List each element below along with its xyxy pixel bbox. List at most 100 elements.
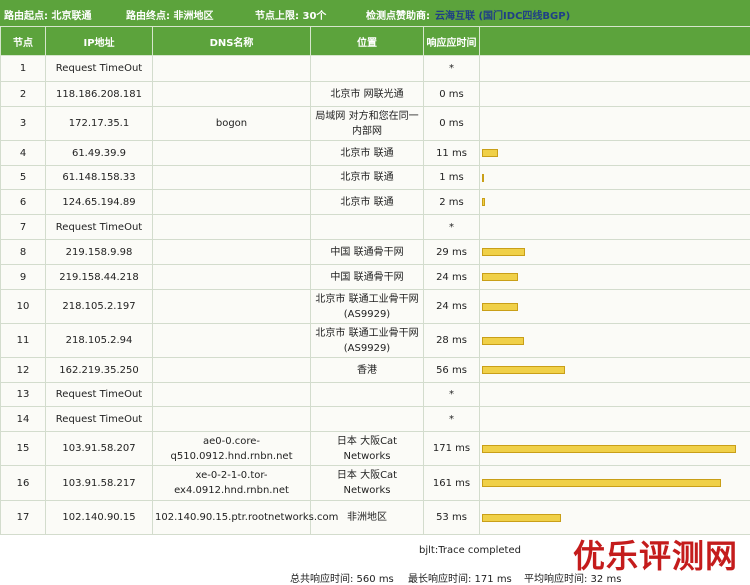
- time-cell: 171 ms: [424, 432, 480, 466]
- location-cell: 中国 联通骨干网: [311, 240, 424, 265]
- site-logo: 优乐评测网: [573, 531, 738, 577]
- col-response-time: 响应应时间: [424, 27, 480, 56]
- latency-bar: [482, 445, 736, 453]
- ip-cell: 124.65.194.89: [46, 190, 153, 215]
- latency-bar-cell: [480, 290, 750, 324]
- time-cell: 29 ms: [424, 240, 480, 265]
- sponsor-label: 检测点赞助商:: [366, 7, 430, 22]
- latency-bar: [482, 366, 565, 374]
- hop-cell: 10: [1, 290, 46, 324]
- ip-cell: 103.91.58.207: [46, 432, 153, 466]
- latency-bar: [482, 248, 525, 256]
- time-cell: 0 ms: [424, 107, 480, 141]
- ip-cell: Request TimeOut: [46, 407, 153, 432]
- location-cell: 北京市 联通工业骨干网 (AS9929): [311, 324, 424, 358]
- hop-cell: 12: [1, 358, 46, 383]
- hop-cell: 8: [1, 240, 46, 265]
- ip-cell: 219.158.9.98: [46, 240, 153, 265]
- location-cell: 北京市 联通工业骨干网 (AS9929): [311, 290, 424, 324]
- col-hop: 节点: [1, 27, 46, 56]
- col-bar: [480, 27, 750, 56]
- hop-cell: 17: [1, 501, 46, 535]
- location-cell: 日本 大阪Cat Networks: [311, 466, 424, 501]
- time-cell: *: [424, 215, 480, 240]
- location-cell: [311, 407, 424, 432]
- latency-bar: [482, 273, 518, 281]
- latency-bar-cell: [480, 324, 750, 358]
- ip-cell: Request TimeOut: [46, 56, 153, 82]
- location-cell: [311, 215, 424, 240]
- sponsor-link[interactable]: 云海互联 (国门IDC四线BGP): [435, 7, 570, 22]
- dns-cell: [153, 324, 311, 358]
- trace-status: bjlt:Trace completed: [419, 545, 521, 556]
- location-cell: 局域网 对方和您在同一内部网: [311, 107, 424, 141]
- latency-bar-cell: [480, 240, 750, 265]
- latency-bar-cell: [480, 407, 750, 432]
- location-cell: 北京市 联通: [311, 141, 424, 166]
- dns-cell: ae0-0.core-q510.0912.hnd.rnbn.net: [153, 432, 311, 466]
- hop-cell: 4: [1, 141, 46, 166]
- latency-bar-cell: [480, 215, 750, 240]
- latency-bar-cell: [480, 265, 750, 290]
- latency-bar-cell: [480, 466, 750, 501]
- latency-bar: [482, 198, 485, 206]
- latency-bar-cell: [480, 107, 750, 141]
- dns-cell: [153, 265, 311, 290]
- dns-cell: [153, 82, 311, 107]
- route-start: 路由起点: 北京联通: [4, 7, 91, 22]
- ip-cell: 172.17.35.1: [46, 107, 153, 141]
- hop-cell: 7: [1, 215, 46, 240]
- table-header-row: 节点 IP地址 DNS名称 位置 响应应时间: [1, 27, 750, 56]
- latency-bar: [482, 303, 518, 311]
- latency-bar-cell: [480, 56, 750, 82]
- location-cell: 香港: [311, 358, 424, 383]
- latency-bar: [482, 514, 561, 522]
- max-time: 最长响应时间: 171 ms: [408, 570, 512, 585]
- time-cell: 2 ms: [424, 190, 480, 215]
- dns-cell: [153, 240, 311, 265]
- time-cell: 0 ms: [424, 82, 480, 107]
- hop-cell: 6: [1, 190, 46, 215]
- dns-cell: [153, 215, 311, 240]
- dns-cell: [153, 358, 311, 383]
- latency-bar-cell: [480, 432, 750, 466]
- total-time: 总共响应时间: 560 ms: [290, 570, 394, 585]
- hop-cell: 9: [1, 265, 46, 290]
- ip-cell: Request TimeOut: [46, 215, 153, 240]
- latency-bar: [482, 337, 524, 345]
- route-info-bar: 路由起点: 北京联通 路由终点: 非洲地区 节点上限: 30个 检测点赞助商: …: [0, 0, 750, 26]
- route-end: 路由终点: 非洲地区: [126, 7, 213, 22]
- time-cell: 28 ms: [424, 324, 480, 358]
- ip-cell: 103.91.58.217: [46, 466, 153, 501]
- location-cell: 日本 大阪Cat Networks: [311, 432, 424, 466]
- time-cell: *: [424, 56, 480, 82]
- latency-bar: [482, 174, 484, 182]
- latency-bar-cell: [480, 358, 750, 383]
- hop-cell: 1: [1, 56, 46, 82]
- hop-cell: 15: [1, 432, 46, 466]
- ip-cell: 61.49.39.9: [46, 141, 153, 166]
- time-cell: 24 ms: [424, 290, 480, 324]
- latency-bar-cell: [480, 82, 750, 107]
- dns-cell: [153, 190, 311, 215]
- ip-cell: 218.105.2.197: [46, 290, 153, 324]
- ip-cell: 102.140.90.15: [46, 501, 153, 535]
- location-cell: [311, 56, 424, 82]
- hop-cell: 2: [1, 82, 46, 107]
- ip-cell: 219.158.44.218: [46, 265, 153, 290]
- dns-cell: xe-0-2-1-0.tor-ex4.0912.hnd.rnbn.net: [153, 466, 311, 501]
- col-location: 位置: [311, 27, 424, 56]
- time-cell: 56 ms: [424, 358, 480, 383]
- col-dns: DNS名称: [153, 27, 311, 56]
